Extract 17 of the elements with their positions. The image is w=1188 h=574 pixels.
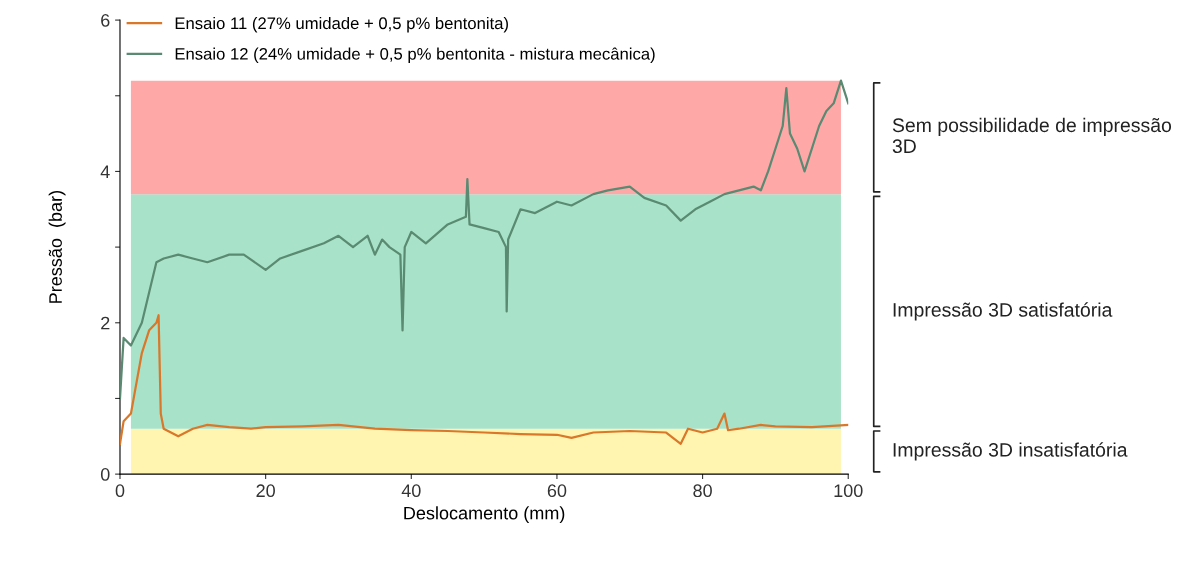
- band-label: Impressão 3D insatisfatória: [893, 442, 1128, 461]
- y-tick-label: 2: [101, 316, 110, 330]
- x-tick-label: 40: [401, 484, 421, 498]
- x-tick-label: 100: [834, 484, 863, 498]
- x-tick-label: 60: [547, 484, 567, 498]
- y-axis-title: Pressão (bar): [48, 191, 66, 303]
- legend-label: Ensaio 11 (27% umidade + 0,5 p% bentonita): [175, 16, 508, 33]
- x-tick-label: 80: [693, 484, 712, 498]
- y-tick-label: 0: [100, 468, 110, 481]
- x-axis-title: Deslocamento (mm): [404, 506, 565, 524]
- x-tick-label: 20: [256, 484, 275, 498]
- y-tick-label: 6: [101, 14, 110, 27]
- x-tick-label: 0: [115, 484, 125, 498]
- band-label: Sem possibilidade de impressão 3D: [892, 117, 1172, 154]
- y-tick-label: 4: [100, 165, 110, 178]
- legend-label: Ensaio 12 (24% umidade + 0,5 p% bentonita - mistura mecânica): [175, 47, 655, 64]
- band-label: Impressão 3D satisfatória: [893, 302, 1113, 321]
